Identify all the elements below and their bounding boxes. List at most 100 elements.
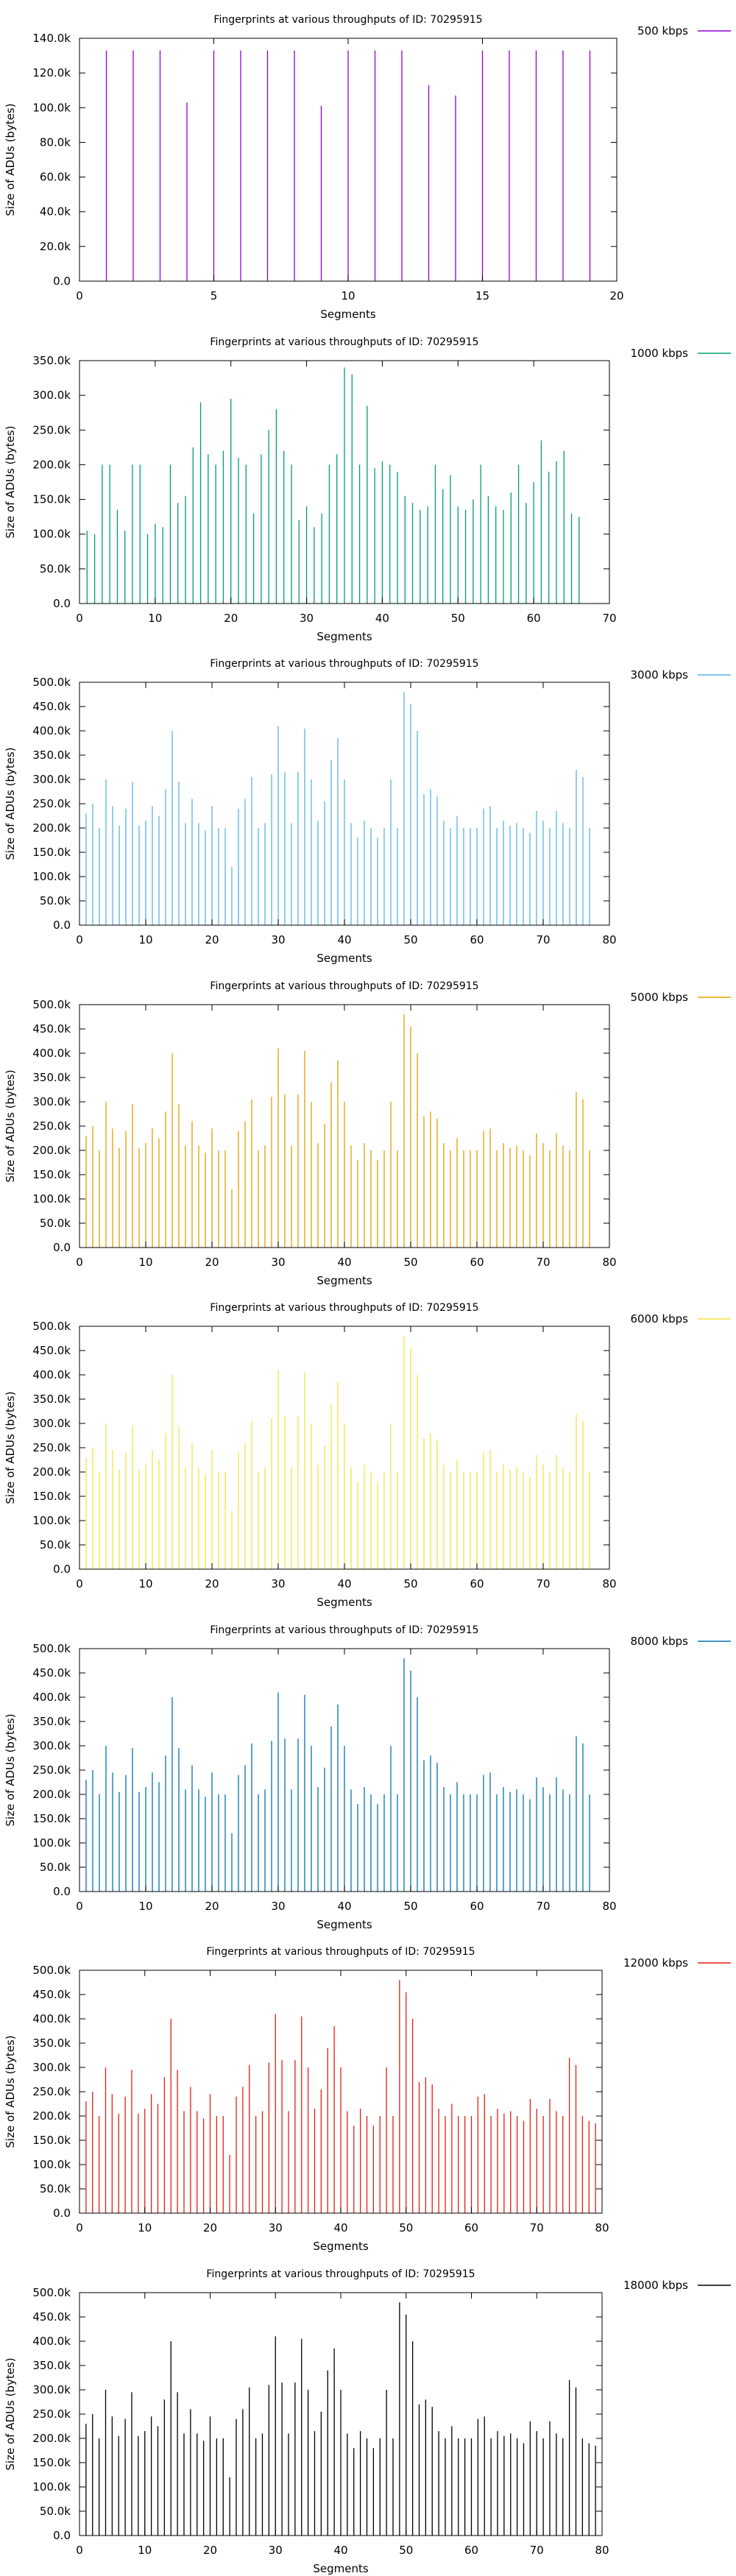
legend-label: 3000 kbps <box>631 668 689 682</box>
y-tick-label: 200.0k <box>32 1465 71 1479</box>
x-tick-label: 0 <box>76 933 83 946</box>
x-tick-label: 0 <box>76 1577 83 1590</box>
y-tick-label: 140.0k <box>32 32 71 45</box>
x-tick-label: 20 <box>205 933 219 946</box>
y-tick-label: 0.0 <box>53 597 71 610</box>
x-tick-label: 60 <box>470 1577 484 1590</box>
x-tick-label: 50 <box>403 1900 417 1913</box>
x-tick-label: 70 <box>536 1577 550 1590</box>
y-tick-label: 400.0k <box>32 2335 71 2348</box>
y-tick-label: 300.0k <box>32 1417 71 1430</box>
x-tick-label: 50 <box>403 1256 417 1269</box>
y-tick-label: 500.0k <box>32 1964 71 1977</box>
x-tick-label: 50 <box>451 612 465 625</box>
x-tick-label: 0 <box>76 2544 83 2557</box>
y-tick-label: 450.0k <box>32 1666 71 1680</box>
x-tick-label: 15 <box>475 289 489 302</box>
x-axis-label: Segments <box>316 1274 372 1287</box>
chart-2: Fingerprints at various throughputs of I… <box>4 336 731 643</box>
y-tick-label: 400.0k <box>32 1691 71 1704</box>
x-tick-label: 40 <box>333 2544 347 2557</box>
x-tick-label: 60 <box>470 1256 484 1269</box>
x-tick-label: 80 <box>602 933 616 946</box>
x-tick-label: 80 <box>595 2544 609 2557</box>
y-tick-label: 0.0 <box>53 2207 71 2220</box>
y-tick-label: 300.0k <box>32 2061 71 2074</box>
y-tick-label: 500.0k <box>32 1320 71 1333</box>
y-tick-label: 150.0k <box>32 1168 71 1181</box>
y-tick-label: 0.0 <box>53 919 71 932</box>
x-tick-label: 20 <box>205 1577 219 1590</box>
y-tick-label: 200.0k <box>32 2432 71 2445</box>
bar-series <box>105 50 591 281</box>
y-tick-label: 200.0k <box>32 2109 71 2123</box>
y-tick-label: 200.0k <box>32 1144 71 1157</box>
y-tick-label: 350.0k <box>32 1393 71 1406</box>
bar-series <box>85 1980 596 2213</box>
y-tick-label: 250.0k <box>32 2407 71 2421</box>
x-tick-label: 10 <box>138 1256 152 1269</box>
chart-1: Fingerprints at various throughputs of I… <box>4 14 731 321</box>
y-tick-label: 500.0k <box>32 676 71 689</box>
x-axis-label: Segments <box>316 1918 372 1931</box>
x-tick-label: 50 <box>399 2544 413 2557</box>
x-tick-label: 40 <box>375 612 389 625</box>
chart-8: Fingerprints at various throughputs of I… <box>4 2268 731 2575</box>
chart-title: Fingerprints at various throughputs of I… <box>210 1624 478 1636</box>
chart-title: Fingerprints at various throughputs of I… <box>206 2268 475 2280</box>
y-tick-label: 80.0k <box>40 135 71 149</box>
y-axis-label: Size of ADUs (bytes) <box>4 1713 17 1826</box>
y-tick-label: 350.0k <box>32 749 71 762</box>
y-tick-label: 300.0k <box>32 1095 71 1108</box>
y-axis-label: Size of ADUs (bytes) <box>4 1069 17 1182</box>
y-tick-label: 120.0k <box>32 66 71 79</box>
bar-series <box>85 1336 590 1569</box>
y-tick-label: 100.0k <box>32 2480 71 2494</box>
y-tick-label: 250.0k <box>32 1763 71 1777</box>
y-tick-label: 250.0k <box>32 1441 71 1454</box>
y-tick-label: 50.0k <box>40 2505 71 2518</box>
bar-series <box>85 1657 590 1892</box>
x-tick-label: 20 <box>205 1900 219 1913</box>
x-tick-label: 40 <box>337 933 351 946</box>
x-tick-label: 20 <box>224 612 238 625</box>
y-tick-label: 250.0k <box>32 2085 71 2098</box>
x-tick-label: 60 <box>527 612 541 625</box>
bar-series <box>85 1013 590 1248</box>
x-tick-label: 40 <box>337 1256 351 1269</box>
y-tick-label: 0.0 <box>53 1885 71 1898</box>
x-tick-label: 80 <box>595 2221 609 2234</box>
chart-4: Fingerprints at various throughputs of I… <box>4 980 731 1287</box>
y-axis-label: Size of ADUs (bytes) <box>4 747 17 860</box>
chart-title: Fingerprints at various throughputs of I… <box>210 336 478 348</box>
y-tick-label: 200.0k <box>32 1788 71 1801</box>
x-tick-label: 0 <box>76 1256 83 1269</box>
x-tick-label: 30 <box>269 2544 283 2557</box>
x-tick-label: 80 <box>602 1577 616 1590</box>
plot-frame <box>79 360 610 604</box>
y-tick-label: 400.0k <box>32 1047 71 1060</box>
x-tick-label: 0 <box>76 612 83 625</box>
chart-title: Fingerprints at various throughputs of I… <box>210 658 478 670</box>
x-tick-label: 10 <box>138 2544 152 2557</box>
y-tick-label: 250.0k <box>32 797 71 810</box>
legend-label: 6000 kbps <box>631 1312 689 1326</box>
x-tick-label: 60 <box>464 2221 478 2234</box>
y-tick-label: 150.0k <box>32 492 71 506</box>
y-tick-label: 300.0k <box>32 389 71 402</box>
y-tick-label: 150.0k <box>32 2456 71 2469</box>
y-tick-label: 300.0k <box>32 773 71 786</box>
x-tick-label: 10 <box>341 289 355 302</box>
y-axis-label: Size of ADUs (bytes) <box>4 103 17 216</box>
y-tick-label: 350.0k <box>32 2359 71 2372</box>
chart-title: Fingerprints at various throughputs of I… <box>210 1302 478 1314</box>
x-tick-label: 50 <box>403 1577 417 1590</box>
x-tick-label: 70 <box>536 1256 550 1269</box>
y-tick-label: 50.0k <box>40 1861 71 1874</box>
x-tick-label: 40 <box>337 1900 351 1913</box>
x-tick-label: 30 <box>300 612 314 625</box>
legend-label: 500 kbps <box>637 24 688 38</box>
y-tick-label: 100.0k <box>32 1192 71 1206</box>
y-tick-label: 450.0k <box>32 1344 71 1357</box>
